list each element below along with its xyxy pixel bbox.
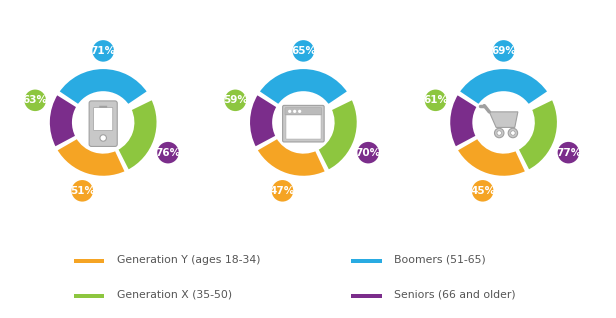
Text: 65%: 65% xyxy=(291,46,316,56)
Text: 45%: 45% xyxy=(470,186,495,196)
Wedge shape xyxy=(58,68,148,106)
Text: 69%: 69% xyxy=(491,46,516,56)
Circle shape xyxy=(23,88,47,112)
Text: 47%: 47% xyxy=(270,186,295,196)
Wedge shape xyxy=(56,137,126,177)
Text: 77%: 77% xyxy=(556,148,581,158)
Circle shape xyxy=(270,179,294,203)
Text: 63%: 63% xyxy=(23,95,47,105)
Circle shape xyxy=(298,110,301,113)
Circle shape xyxy=(471,179,495,203)
FancyBboxPatch shape xyxy=(283,105,324,142)
Text: 70%: 70% xyxy=(355,148,381,158)
Wedge shape xyxy=(249,93,278,148)
Circle shape xyxy=(156,141,180,164)
Text: 76%: 76% xyxy=(155,148,180,158)
Circle shape xyxy=(293,110,296,113)
Circle shape xyxy=(275,94,332,151)
Wedge shape xyxy=(449,93,478,148)
Circle shape xyxy=(291,39,315,63)
Text: Seniors (66 and older): Seniors (66 and older) xyxy=(394,290,516,300)
Wedge shape xyxy=(49,93,78,148)
Wedge shape xyxy=(256,137,326,177)
FancyBboxPatch shape xyxy=(94,107,113,130)
Text: 71%: 71% xyxy=(91,46,116,56)
Circle shape xyxy=(475,94,532,151)
Circle shape xyxy=(357,141,380,164)
FancyBboxPatch shape xyxy=(74,259,105,263)
FancyBboxPatch shape xyxy=(74,294,105,298)
Circle shape xyxy=(492,39,516,63)
Text: Boomers (51-65): Boomers (51-65) xyxy=(394,255,485,265)
Wedge shape xyxy=(258,68,349,106)
FancyBboxPatch shape xyxy=(285,108,322,115)
Wedge shape xyxy=(517,99,558,171)
Circle shape xyxy=(100,135,107,141)
Text: 59%: 59% xyxy=(223,95,248,105)
Wedge shape xyxy=(456,137,527,177)
Circle shape xyxy=(557,141,580,164)
FancyBboxPatch shape xyxy=(286,115,321,139)
Circle shape xyxy=(288,110,291,113)
Circle shape xyxy=(511,131,515,135)
Circle shape xyxy=(70,179,94,203)
Circle shape xyxy=(497,131,501,135)
Text: Generation Y (ages 18-34): Generation Y (ages 18-34) xyxy=(117,255,260,265)
Wedge shape xyxy=(117,99,158,171)
FancyBboxPatch shape xyxy=(99,106,107,108)
Circle shape xyxy=(75,94,132,151)
Circle shape xyxy=(91,39,115,63)
Wedge shape xyxy=(317,99,358,171)
Polygon shape xyxy=(489,112,518,128)
Text: Generation X (35-50): Generation X (35-50) xyxy=(117,290,232,300)
Circle shape xyxy=(508,128,517,138)
Text: 61%: 61% xyxy=(423,95,448,105)
Circle shape xyxy=(495,128,504,138)
Wedge shape xyxy=(458,68,549,106)
FancyBboxPatch shape xyxy=(89,101,117,146)
Text: 51%: 51% xyxy=(70,186,95,196)
Circle shape xyxy=(224,88,247,112)
FancyBboxPatch shape xyxy=(351,294,381,298)
Circle shape xyxy=(424,88,447,112)
FancyBboxPatch shape xyxy=(351,259,381,263)
